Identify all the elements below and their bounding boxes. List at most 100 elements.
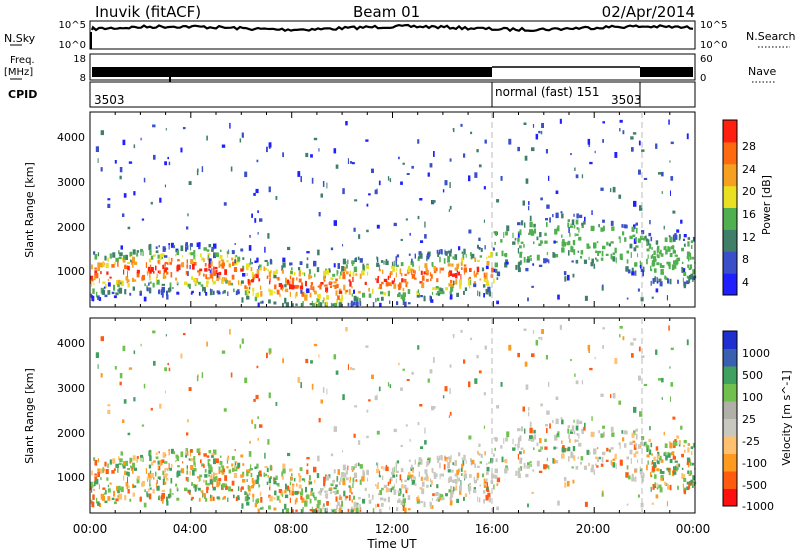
power-cell	[690, 252, 692, 259]
velocity-cell	[232, 467, 235, 472]
velocity-cell	[651, 453, 653, 456]
power-cell	[198, 245, 201, 250]
power-cell	[463, 153, 466, 158]
power-cell	[105, 263, 109, 269]
power-cell	[333, 302, 337, 307]
velocity-cell	[290, 476, 293, 481]
velocity-cell	[523, 328, 527, 331]
power-cell	[400, 262, 404, 267]
velocity-cell	[548, 381, 550, 387]
power-cell	[574, 167, 576, 171]
power-cell	[129, 292, 132, 296]
velocity-cell	[500, 445, 503, 449]
velocity-cell	[212, 482, 214, 488]
velocity-cell	[556, 433, 559, 437]
velocity-cell	[190, 451, 192, 457]
power-cell	[284, 288, 289, 293]
power-cell	[95, 272, 99, 279]
power-cell	[281, 269, 284, 274]
power-cell	[532, 124, 535, 128]
velocity-cell	[442, 395, 445, 399]
power-cell	[335, 303, 338, 307]
velocity-cell	[633, 406, 637, 413]
power-cell	[194, 256, 196, 262]
velocity-cell	[359, 504, 361, 511]
velocity-cell	[468, 486, 471, 492]
power-cell	[572, 273, 575, 278]
velocity-cell	[456, 469, 459, 475]
power-cell	[535, 133, 539, 140]
velocity-cell	[594, 356, 596, 360]
velocity-cell	[432, 493, 435, 497]
velocity-cell	[107, 463, 109, 469]
velocity-cell	[674, 440, 678, 446]
velocity-cell	[686, 461, 689, 466]
velocity-cell	[300, 382, 302, 389]
velocity-cell	[383, 498, 387, 502]
power-cell	[676, 257, 679, 261]
velocity-cell	[160, 459, 162, 466]
velocity-cell	[540, 445, 542, 452]
power-cell	[107, 198, 111, 201]
velocity-cell	[570, 359, 572, 362]
power-cell	[190, 243, 193, 247]
velocity-cell	[198, 497, 201, 502]
velocity-cell	[115, 463, 119, 468]
velocity-cell	[128, 485, 130, 489]
velocity-cell	[486, 489, 490, 492]
power-cell	[350, 303, 354, 307]
velocity-cell	[435, 473, 438, 478]
velocity-cell	[93, 481, 96, 487]
power-cell	[129, 251, 133, 257]
power-cell	[637, 253, 639, 258]
power-cell	[364, 281, 367, 285]
velocity-cell	[624, 430, 628, 435]
velocity-cell	[340, 477, 342, 482]
power-cell	[259, 218, 263, 222]
power-cell	[275, 269, 278, 274]
velocity-cell	[395, 462, 398, 468]
velocity-cell	[328, 474, 331, 477]
velocity-cell	[522, 406, 525, 412]
velocity-cell	[376, 468, 380, 473]
velocity-cell	[332, 509, 336, 513]
power-cell	[281, 265, 284, 271]
velocity-cell	[221, 465, 225, 471]
velocity-cell	[109, 482, 112, 485]
velocity-colorbar-segment	[723, 436, 737, 454]
power-cell	[313, 137, 318, 141]
power-cell	[426, 278, 429, 282]
velocity-cell	[256, 463, 259, 469]
velocity-cell	[400, 387, 403, 391]
velocity-cell	[234, 461, 237, 467]
velocity-cell	[383, 466, 385, 471]
power-cell	[167, 288, 171, 293]
velocity-cell	[291, 509, 294, 513]
power-cell	[351, 261, 354, 266]
velocity-cell	[411, 371, 414, 375]
velocity-cell	[580, 461, 583, 465]
power-cell	[337, 263, 340, 269]
power-cell	[529, 229, 533, 233]
power-cell	[282, 257, 286, 263]
power-cell	[652, 254, 654, 257]
power-cell	[156, 273, 158, 278]
velocity-cell	[190, 465, 194, 471]
power-cell	[323, 297, 325, 301]
power-cell	[423, 271, 427, 275]
velocity-cell	[191, 482, 193, 486]
velocity-cell	[400, 500, 404, 506]
velocity-cell	[675, 466, 678, 472]
velocity-cell	[159, 403, 162, 409]
velocity-cell	[638, 346, 641, 352]
power-cell	[379, 302, 382, 307]
velocity-cell	[578, 442, 582, 447]
power-cell	[149, 249, 152, 256]
velocity-cell	[449, 500, 453, 506]
velocity-cell	[683, 478, 687, 482]
power-cell	[299, 269, 302, 272]
power-cell	[687, 237, 691, 240]
velocity-cell	[654, 485, 656, 488]
velocity-cell	[529, 427, 533, 434]
power-cell	[602, 121, 605, 124]
